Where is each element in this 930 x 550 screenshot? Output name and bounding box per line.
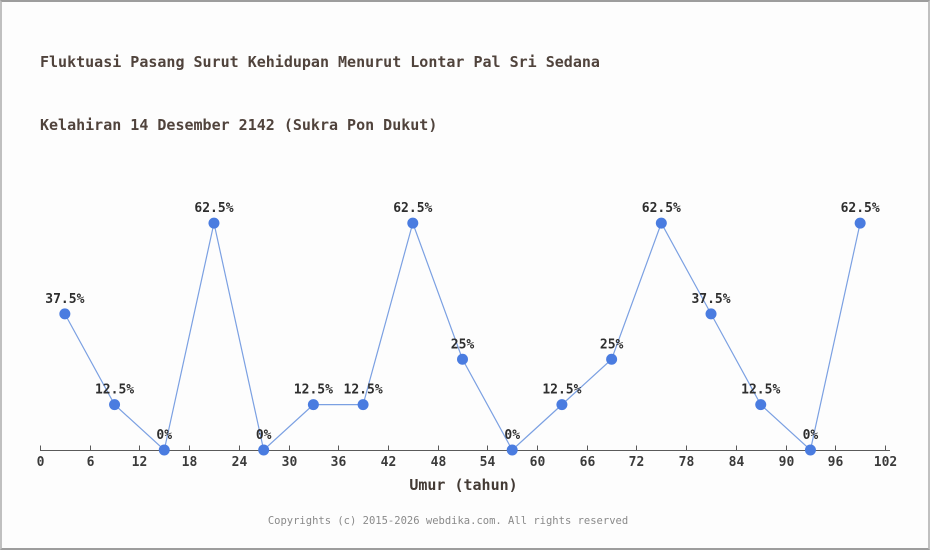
data-point-marker <box>158 444 170 456</box>
chart-title: Fluktuasi Pasang Surut Kehidupan Menurut… <box>40 10 600 178</box>
x-tick-label: 84 <box>729 455 745 470</box>
data-point-marker <box>407 217 419 229</box>
data-point-label: 0% <box>156 428 172 443</box>
chart-title-line2: Kelahiran 14 Desember 2142 (Sukra Pon Du… <box>40 116 438 134</box>
x-tick-label: 24 <box>232 455 248 470</box>
data-point-marker <box>506 444 518 456</box>
data-point-label: 0% <box>504 428 520 443</box>
copyright-footer: Copyrights (c) 2015-2026 webdika.com. Al… <box>267 515 629 527</box>
x-tick-label: 78 <box>679 455 695 470</box>
x-tick-label: 96 <box>828 455 844 470</box>
data-point-label: 62.5% <box>841 201 880 216</box>
data-point-label: 12.5% <box>741 383 780 398</box>
chart-title-line1: Fluktuasi Pasang Surut Kehidupan Menurut… <box>40 53 600 71</box>
data-point-label: 12.5% <box>294 383 333 398</box>
x-tick-label: 12 <box>132 455 148 470</box>
data-point-marker <box>357 399 369 411</box>
x-tick-label: 72 <box>629 455 645 470</box>
x-tick-label: 0 <box>37 455 45 470</box>
data-point-label: 0% <box>803 428 819 443</box>
x-tick-label: 90 <box>779 455 795 470</box>
x-tick-label: 102 <box>874 455 897 470</box>
data-point-marker <box>556 399 568 411</box>
x-tick-label: 36 <box>331 455 347 470</box>
data-point-label: 62.5% <box>194 201 233 216</box>
data-point-marker <box>705 308 717 320</box>
data-point-label: 12.5% <box>95 383 134 398</box>
data-point-label: 0% <box>256 428 272 443</box>
data-point-label: 12.5% <box>542 383 581 398</box>
data-point-label: 25% <box>600 337 624 352</box>
x-tick-label: 6 <box>87 455 95 470</box>
data-point-marker <box>208 217 220 229</box>
data-point-marker <box>854 217 866 229</box>
data-point-marker <box>59 308 71 320</box>
data-point-marker <box>655 217 667 229</box>
x-tick-label: 18 <box>182 455 198 470</box>
data-point-label: 25% <box>451 337 475 352</box>
data-point-label: 12.5% <box>344 383 383 398</box>
data-point-label: 62.5% <box>642 201 681 216</box>
x-tick-label: 30 <box>282 455 298 470</box>
data-point-marker <box>457 353 468 365</box>
data-point-marker <box>755 399 767 411</box>
data-point-marker <box>307 399 319 411</box>
data-point-label: 37.5% <box>45 292 84 307</box>
data-point-marker <box>109 399 121 411</box>
data-point-marker <box>804 444 816 456</box>
x-tick-label: 48 <box>431 455 447 470</box>
x-tick-label: 54 <box>480 455 496 470</box>
data-point-marker <box>258 444 270 456</box>
data-point-label: 62.5% <box>393 201 432 216</box>
data-point-label: 37.5% <box>691 292 730 307</box>
x-tick-label: 42 <box>381 455 397 470</box>
x-axis-title: Umur (tahun) <box>409 476 518 494</box>
x-tick-label: 60 <box>530 455 546 470</box>
x-tick-label: 66 <box>580 455 596 470</box>
data-point-marker <box>606 353 618 365</box>
